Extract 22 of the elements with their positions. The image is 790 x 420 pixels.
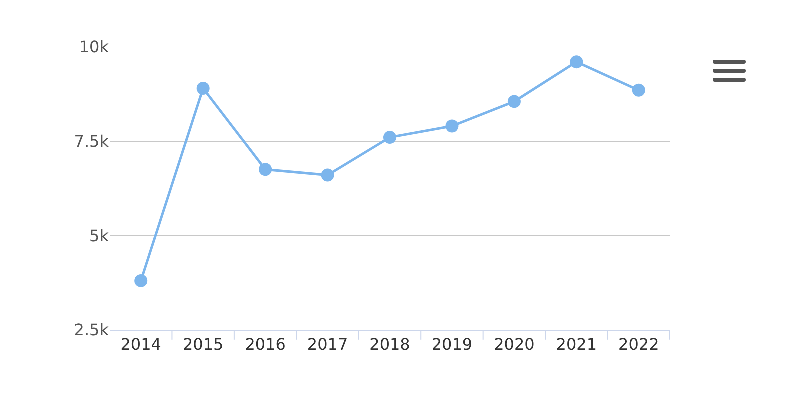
point xyxy=(321,168,334,182)
x-tick-label: 2015 xyxy=(182,335,224,354)
x-tick-label: 2014 xyxy=(120,335,162,354)
y-tick-label: 2.5k xyxy=(74,320,110,340)
x-tick-label: 2018 xyxy=(370,335,410,354)
y-tick-label: 10k xyxy=(79,38,110,57)
point xyxy=(196,82,210,96)
y-tick-label: 7.5k xyxy=(74,132,110,151)
point xyxy=(632,84,646,97)
x-tick-label: 2016 xyxy=(245,335,286,354)
point xyxy=(446,120,459,133)
x-tick-label: 2022 xyxy=(618,335,660,354)
x-tick-label: 2020 xyxy=(494,335,535,354)
point xyxy=(134,274,148,288)
point xyxy=(384,131,396,144)
point xyxy=(570,56,584,69)
point xyxy=(508,95,521,108)
x-tick-label: 2017 xyxy=(307,335,348,354)
y-tick-label: 5k xyxy=(90,226,110,246)
x-tick-label: 2021 xyxy=(556,335,598,354)
x-tick-label: 2019 xyxy=(432,335,473,354)
point xyxy=(259,163,272,176)
